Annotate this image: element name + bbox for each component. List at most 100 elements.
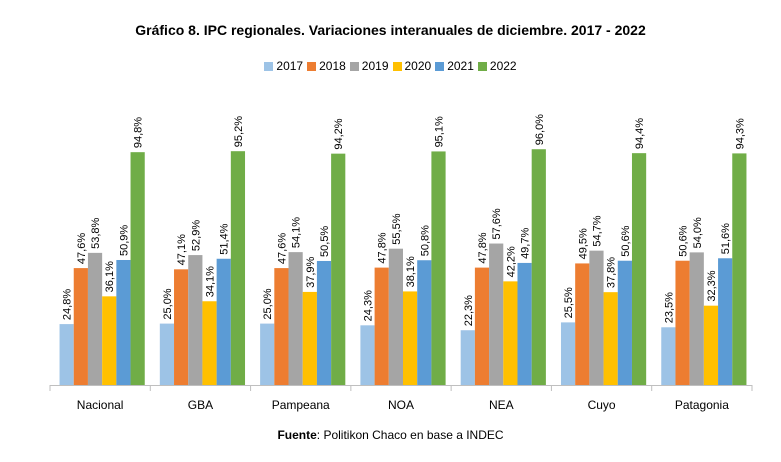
bar-GBA-2022 <box>230 151 246 385</box>
data-label-NEA-2022: 96,0% <box>534 114 546 145</box>
chart-title: Gráfico 8. IPC regionales. Variaciones i… <box>135 22 646 38</box>
legend-item-2020: 2020 <box>392 59 432 73</box>
bar-Pampeana-2018 <box>274 268 289 385</box>
bar-Patagonia-2020 <box>703 305 719 385</box>
bar-NEA-2020 <box>503 281 518 385</box>
bar-Nacional-2019 <box>87 252 103 385</box>
legend-item-2021: 2021 <box>435 59 474 73</box>
bar-Patagonia-2018 <box>675 260 690 385</box>
data-label-Pampeana-2018: 47,6% <box>276 233 288 264</box>
data-label-Cuyo-2018: 49,5% <box>577 228 589 259</box>
bar-Pampeana-2020 <box>302 291 317 385</box>
data-label-Nacional-2022: 94,8% <box>133 117 145 148</box>
data-label-NEA-2017: 22,3% <box>463 295 475 326</box>
legend-label-2021: 2021 <box>447 59 474 73</box>
data-label-Cuyo-2021: 50,6% <box>620 225 632 256</box>
bar-Cuyo-2021 <box>617 260 632 385</box>
x-tick-label-Patagonia: Patagonia <box>675 398 729 412</box>
data-label-Patagonia-2022: 94,3% <box>734 118 746 149</box>
source-label: Fuente <box>277 428 317 442</box>
data-label-Patagonia-2021: 51,6% <box>720 223 732 254</box>
data-label-NOA-2019: 55,5% <box>391 213 403 244</box>
data-label-Nacional-2021: 50,9% <box>118 225 130 256</box>
bar-Cuyo-2018 <box>575 263 590 385</box>
bar-Patagonia-2021 <box>718 258 733 385</box>
legend-item-2018: 2018 <box>307 59 346 73</box>
bar-Pampeana-2017 <box>260 323 275 385</box>
data-label-Nacional-2020: 36,1% <box>104 261 116 292</box>
bar-NOA-2017 <box>360 325 375 385</box>
data-label-Patagonia-2018: 50,6% <box>678 225 690 256</box>
bar-Nacional-2022 <box>130 152 145 385</box>
x-tick-label-Nacional: Nacional <box>77 398 124 412</box>
source-note: Fuente: Politikon Chaco en base a INDEC <box>0 428 781 442</box>
legend-swatch-2020 <box>392 62 402 71</box>
bar-Cuyo-2019 <box>589 250 604 385</box>
data-label-Pampeana-2017: 25,0% <box>262 288 274 319</box>
legend-label-2019: 2019 <box>361 59 389 73</box>
data-label-NOA-2018: 47,8% <box>377 232 389 263</box>
bar-Patagonia-2017 <box>661 327 676 385</box>
legend: 2017 2018 2019 2020 2021 2022 <box>0 59 781 73</box>
x-tick-label-GBA: GBA <box>188 398 213 412</box>
bar-Cuyo-2017 <box>560 322 576 385</box>
data-label-Nacional-2017: 24,8% <box>62 289 74 320</box>
legend-label-2018: 2018 <box>319 59 346 73</box>
data-label-GBA-2022: 95,2% <box>233 116 245 147</box>
x-tick-label-Pampeana: Pampeana <box>272 398 330 412</box>
bar-Patagonia-2022 <box>732 153 747 385</box>
bar-Nacional-2017 <box>59 324 74 385</box>
legend-label-2022: 2022 <box>489 59 517 73</box>
data-label-GBA-2019: 52,9% <box>190 220 202 251</box>
bar-Pampeana-2019 <box>288 252 303 385</box>
bar-Pampeana-2022 <box>331 153 346 385</box>
data-label-Nacional-2019: 53,8% <box>90 217 102 248</box>
bar-NEA-2022 <box>531 149 546 385</box>
bar-NOA-2021 <box>417 260 432 385</box>
bar-GBA-2019 <box>188 255 203 385</box>
data-label-Patagonia-2019: 54,0% <box>692 217 704 248</box>
bar-Nacional-2018 <box>73 268 88 385</box>
bar-NEA-2017 <box>460 330 475 385</box>
data-label-Pampeana-2020: 37,9% <box>305 257 317 288</box>
bar-Patagonia-2019 <box>689 252 704 385</box>
data-label-Cuyo-2020: 37,8% <box>606 257 618 288</box>
data-label-Cuyo-2017: 25,5% <box>563 287 575 318</box>
data-label-NOA-2017: 24,3% <box>363 290 375 321</box>
legend-swatch-2019 <box>349 62 359 71</box>
x-tick-label-NEA: NEA <box>489 398 514 412</box>
legend-swatch-2022 <box>477 62 487 71</box>
data-label-Pampeana-2022: 94,2% <box>333 118 345 149</box>
data-label-NEA-2020: 42,2% <box>505 246 517 277</box>
x-tick-label-Cuyo: Cuyo <box>588 398 616 412</box>
data-label-NEA-2021: 49,7% <box>520 228 532 259</box>
data-label-NOA-2022: 95,1% <box>434 116 446 147</box>
data-label-GBA-2020: 34,1% <box>205 266 217 297</box>
data-label-Pampeana-2019: 54,1% <box>291 217 303 248</box>
data-label-NOA-2021: 50,8% <box>419 225 431 256</box>
data-label-NOA-2020: 38,1% <box>405 256 417 287</box>
legend-label-2020: 2020 <box>404 59 432 73</box>
bar-NOA-2022 <box>431 151 446 385</box>
bar-GBA-2017 <box>159 323 175 385</box>
bar-Pampeana-2021 <box>316 260 332 385</box>
data-label-Cuyo-2019: 54,7% <box>591 215 603 246</box>
legend-swatch-2021 <box>435 62 445 71</box>
data-label-GBA-2017: 25,0% <box>162 288 174 319</box>
data-label-Patagonia-2017: 23,5% <box>663 292 675 323</box>
legend-item-2017: 2017 <box>264 59 303 73</box>
data-label-Nacional-2018: 47,6% <box>76 233 88 264</box>
data-label-NEA-2019: 57,6% <box>491 208 503 239</box>
data-label-Patagonia-2020: 32,3% <box>706 270 718 301</box>
legend-item-2022: 2022 <box>477 59 517 73</box>
bar-Cuyo-2022 <box>631 153 647 385</box>
source-text: : Politikon Chaco en base a INDEC <box>316 428 504 442</box>
data-label-Pampeana-2021: 50,5% <box>319 226 331 257</box>
legend-label-2017: 2017 <box>276 59 304 73</box>
bar-NOA-2018 <box>374 267 389 385</box>
bar-GBA-2018 <box>174 269 189 385</box>
bar-NEA-2018 <box>474 267 490 385</box>
data-label-NEA-2018: 47,8% <box>477 232 489 263</box>
bar-Cuyo-2020 <box>603 292 618 385</box>
